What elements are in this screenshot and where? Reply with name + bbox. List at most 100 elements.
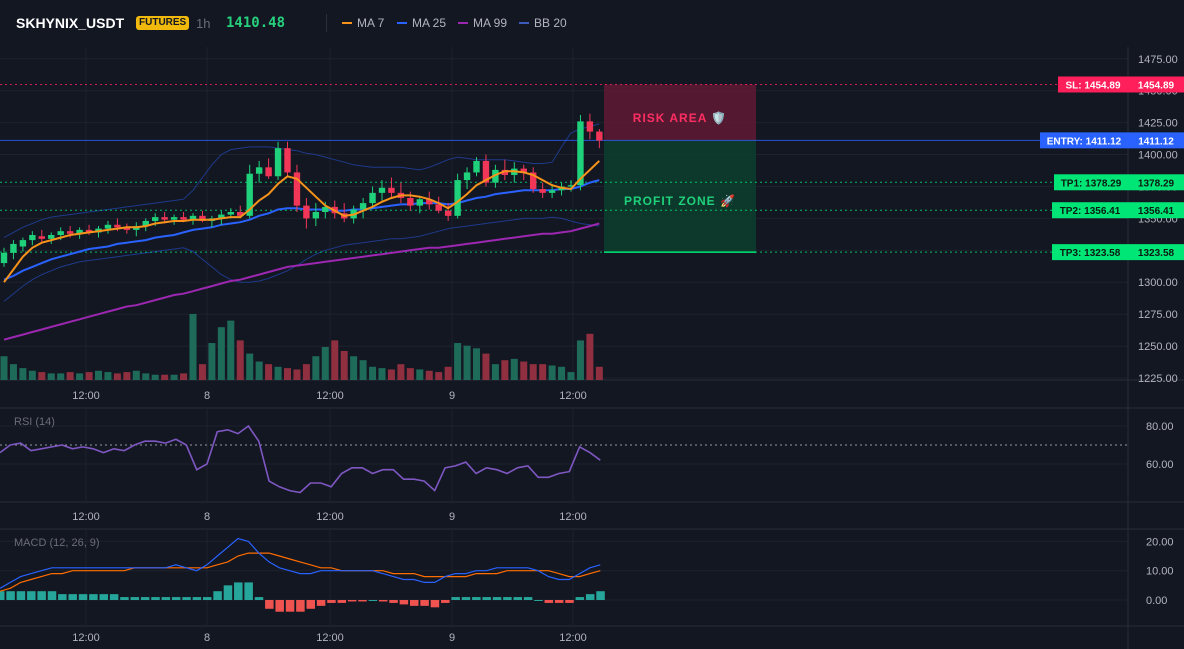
candle (586, 121, 594, 132)
macd-histogram-bar (389, 600, 398, 603)
legend-ma7-label: MA 7 (357, 16, 385, 30)
candle (293, 172, 301, 206)
candle (463, 172, 471, 181)
legend-ma25-label: MA 25 (412, 16, 447, 30)
macd-histogram-bar (6, 591, 15, 600)
time-axis-label: 12:00 (72, 632, 100, 644)
candle (104, 224, 112, 229)
macd-histogram-bar (441, 600, 450, 603)
macd-histogram-bar (89, 594, 98, 600)
macd-histogram-bar (0, 591, 5, 600)
tp1-tag-bg (1054, 174, 1128, 191)
macd-line (0, 537, 601, 589)
macd-histogram-bar (472, 597, 481, 600)
interval-label[interactable]: 1h (196, 16, 211, 31)
entry-price: 1411.12 (1138, 136, 1174, 147)
volume-bar (47, 373, 55, 380)
candle (57, 231, 64, 235)
macd-histogram-bar (358, 600, 367, 602)
volume-bar (387, 369, 395, 380)
price-axis-label: 1250.00 (1138, 341, 1178, 353)
volume-bar (539, 364, 547, 380)
volume-bar (180, 373, 188, 380)
candle (444, 210, 452, 216)
ma25-line (3, 179, 600, 281)
volume-bar (406, 368, 414, 380)
tp3-price-bg (1128, 244, 1184, 261)
volume-bar (482, 353, 490, 380)
macd-histogram-bar (544, 600, 554, 603)
volume-bar (444, 366, 452, 380)
macd-histogram-bar (296, 600, 305, 612)
macd-histogram-bar (565, 600, 574, 603)
macd-histogram-bar (306, 600, 315, 609)
header-divider (326, 14, 327, 32)
volume-bar (113, 373, 121, 380)
ma99-line (3, 222, 600, 341)
candle (407, 197, 414, 206)
candle (492, 169, 499, 183)
risk-area-zone (604, 84, 756, 141)
candle (218, 214, 225, 219)
macd-histogram-bar (192, 597, 202, 600)
macd-histogram-bar (482, 597, 491, 600)
symbol-name[interactable]: SKHYNIX_USDT (16, 15, 125, 31)
sl-tag-bg (1058, 76, 1128, 93)
candle (435, 204, 442, 211)
candle (520, 168, 527, 173)
volume-bar (558, 366, 566, 380)
time-axis-label: 12:00 (316, 632, 344, 644)
macd-histogram-bar (316, 600, 326, 606)
tp1-price-bg (1128, 174, 1184, 191)
volume-bar (425, 370, 433, 380)
macd-panel[interactable]: 20.00 10.00 0.00 12:00 8 12:00 9 12:00 (0, 528, 1184, 644)
time-axis-label: 12:00 (72, 390, 100, 402)
macd-axis-label: 0.00 (1146, 595, 1167, 607)
macd-histogram-bar (285, 600, 295, 612)
macd-histogram-bar (234, 582, 243, 600)
candle (38, 236, 45, 239)
price-axis-label: 1475.00 (1138, 54, 1178, 66)
legend-ma99[interactable]: MA 99 (458, 16, 507, 30)
main-price-panel[interactable]: 1475.001450.001425.001400.001375.001350.… (0, 47, 1184, 649)
candle (123, 227, 131, 230)
macd-histogram-bar (430, 600, 440, 608)
volume-bar (312, 356, 320, 380)
volume-bar (265, 364, 273, 380)
volume-bar (454, 343, 462, 380)
time-axis-label: 12:00 (316, 511, 344, 523)
macd-histogram-bar (203, 597, 212, 600)
volume-bar (236, 340, 244, 380)
volume-bar (595, 366, 603, 380)
tp3-tag: TP3: 1323.58 (1060, 248, 1121, 259)
legend-ma7[interactable]: MA 7 (342, 16, 384, 30)
candle (454, 180, 461, 216)
legend-bb20[interactable]: BB 20 (519, 16, 567, 30)
candle (426, 199, 433, 205)
tp3-price: 1323.58 (1138, 248, 1175, 259)
volume-bar (151, 374, 159, 380)
legend-ma25[interactable]: MA 25 (397, 16, 446, 30)
volume-bar (331, 340, 339, 380)
candle (303, 205, 310, 219)
volume-bar (95, 370, 102, 380)
volume-bar (227, 320, 235, 380)
candle (246, 173, 253, 216)
tp1-tag: TP1: 1378.29 (1061, 178, 1122, 189)
macd-histogram-bar (347, 600, 357, 602)
macd-histogram-bar (140, 597, 150, 600)
legend-ma99-label: MA 99 (473, 16, 508, 30)
rsi-axis-label: 80.00 (1146, 421, 1174, 433)
macd-histogram-bar (47, 591, 57, 600)
macd-histogram-bar (368, 600, 378, 601)
candle (0, 252, 8, 264)
macd-histogram-bar (492, 597, 502, 600)
time-axis-label: 12:00 (559, 390, 587, 402)
candle (180, 217, 187, 220)
volume-bar (38, 372, 46, 380)
macd-histogram-bar (503, 597, 512, 600)
volume-bar (501, 360, 509, 380)
rsi-panel[interactable]: 80.00 60.00 12:00 8 12:00 9 12:00 (0, 407, 1184, 523)
time-axis-label: 12:00 (559, 632, 587, 644)
